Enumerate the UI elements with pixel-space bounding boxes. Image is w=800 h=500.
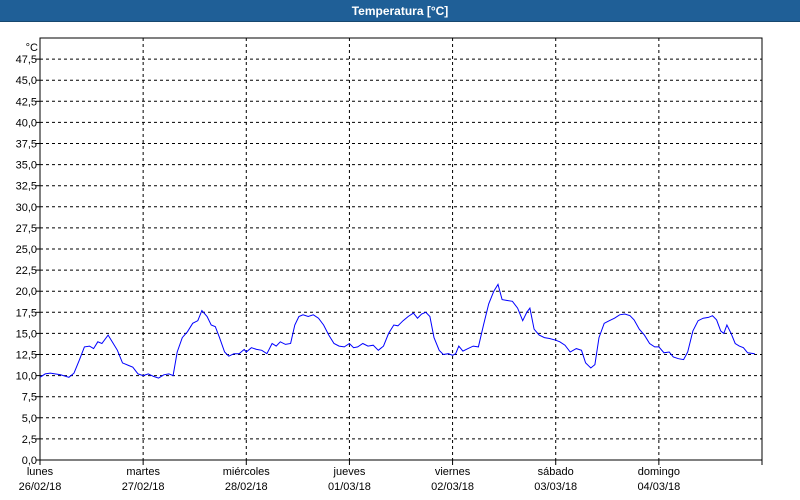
x-tick-day-label: martes	[126, 466, 160, 478]
x-tick-date-label: 01/03/18	[328, 481, 371, 493]
y-tick-label: 45,0	[16, 75, 37, 87]
x-tick-date-label: 26/02/18	[19, 481, 62, 493]
x-tick-date-label: 03/03/18	[534, 481, 577, 493]
y-tick-label: 35,0	[16, 160, 37, 172]
y-tick-label: 17,5	[16, 307, 37, 319]
temperature-series-line	[39, 283, 755, 379]
x-tick-day-label: sábado	[538, 466, 574, 478]
x-tick-day-label: lunes	[27, 466, 54, 478]
y-tick-label: 40,0	[16, 117, 37, 129]
y-tick-label: 37,5	[16, 139, 37, 151]
y-tick-label: 12,5	[16, 350, 37, 362]
y-tick-label: 2,5	[22, 434, 37, 446]
x-tick-date-label: 27/02/18	[122, 481, 165, 493]
y-tick-label: 5,0	[22, 413, 37, 425]
y-tick-label: 47,5	[16, 54, 37, 66]
y-tick-label: 15,0	[16, 328, 37, 340]
y-tick-label: 25,0	[16, 244, 37, 256]
x-tick-day-label: miércoles	[223, 466, 271, 478]
x-tick-day-label: jueves	[333, 466, 366, 478]
y-tick-label: 10,0	[16, 371, 37, 383]
y-tick-label: 20,0	[16, 286, 37, 298]
axes: °C 0,0 2,5 5,0 7,5 10,0 12,5 15,0 17,5 20,0 22,5 2…	[16, 42, 763, 493]
series	[39, 283, 755, 379]
y-tick-label: 22,5	[16, 265, 37, 277]
y-tick-label: 42,5	[16, 96, 37, 108]
y-tick-label: 32,5	[16, 181, 37, 193]
temperature-chart: °C 0,0 2,5 5,0 7,5 10,0 12,5 15,0 17,5 20,0 22,5 2…	[16, 37, 763, 493]
y-tick-label: 7,5	[22, 392, 37, 404]
chart-title: Temperatura [°C]	[351, 3, 449, 18]
x-tick-date-label: 02/03/18	[431, 481, 474, 493]
y-tick-label: 0,0	[22, 455, 37, 467]
y-tick-label: 27,5	[16, 223, 37, 235]
x-tick-day-label: domingo	[638, 466, 680, 478]
x-tick-date-label: 28/02/18	[225, 481, 268, 493]
grid	[40, 38, 762, 460]
x-tick-date-label: 04/03/18	[637, 481, 680, 493]
y-tick-label: 30,0	[16, 202, 37, 214]
y-axis-unit-label: °C	[26, 42, 38, 54]
chart-title-bar: Temperatura [°C]	[0, 0, 800, 22]
x-tick-day-label: viernes	[435, 466, 471, 478]
